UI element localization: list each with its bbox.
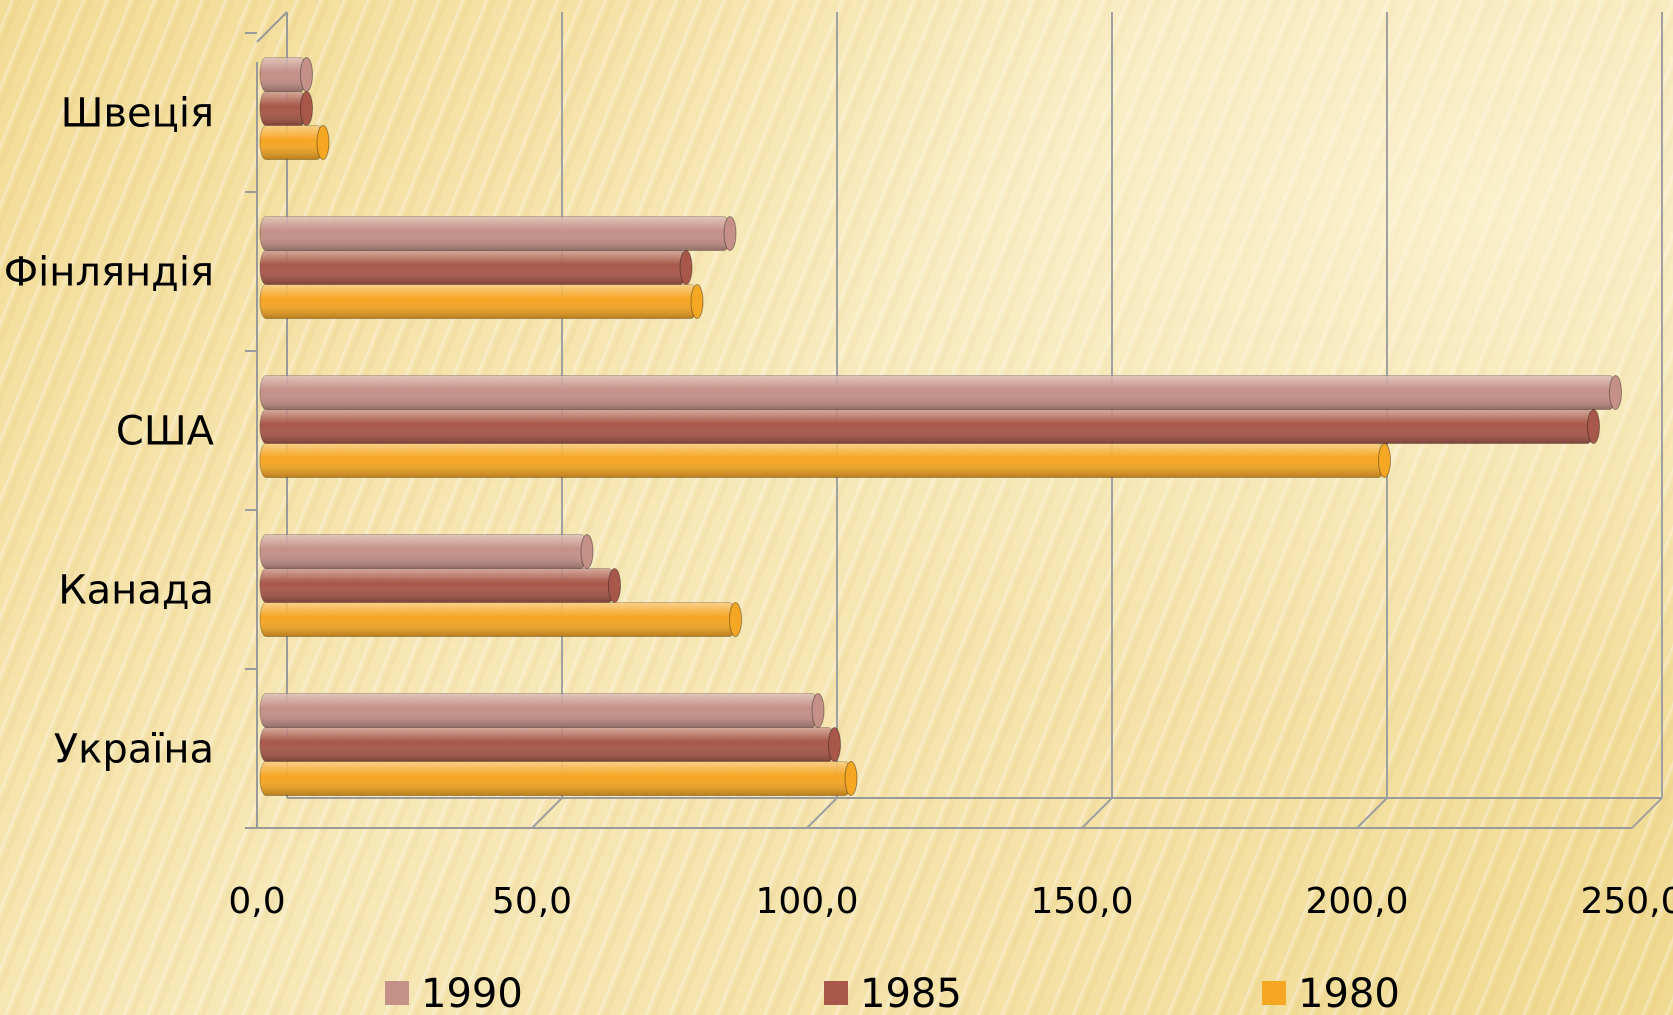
gridline-floor — [531, 797, 563, 829]
gridline-floor — [1081, 797, 1113, 829]
bar-1990-1 — [259, 534, 594, 569]
bar-cap — [608, 568, 621, 603]
bar-1980-3 — [259, 284, 704, 319]
legend-item-1990: 1990 — [385, 971, 523, 1015]
gridline-floor — [806, 797, 838, 829]
bar-cap — [300, 91, 313, 126]
category-label: Україна — [54, 727, 214, 773]
bar-cap — [811, 693, 825, 728]
bar-cap — [690, 284, 704, 319]
bar-1985-1 — [259, 568, 621, 603]
bar-cap — [1378, 443, 1391, 478]
bar-1990-3 — [259, 216, 737, 251]
gridline-floor — [1631, 797, 1663, 829]
bar-1990-4 — [259, 57, 313, 92]
bar-1985-4 — [259, 91, 313, 126]
bar-1985-3 — [259, 250, 693, 285]
x-tick-label: 100,0 — [755, 881, 858, 922]
bar-cap — [1609, 375, 1622, 410]
legend-item-1980: 1980 — [1262, 971, 1400, 1015]
bar-cap — [316, 125, 330, 160]
category-label: Швеція — [61, 91, 214, 137]
bar-cap — [723, 216, 737, 251]
x-tick-label: 200,0 — [1305, 881, 1408, 922]
legend-label: 1990 — [421, 971, 523, 1015]
bar-1980-1 — [259, 602, 742, 637]
legend-label: 1985 — [860, 971, 962, 1015]
x-tick-label: 50,0 — [492, 881, 572, 922]
bar-cap — [580, 534, 594, 569]
x-tick-label: 150,0 — [1030, 881, 1133, 922]
category-label: Канада — [58, 568, 214, 614]
bar-cap — [729, 602, 742, 637]
wall-top-edge — [256, 11, 288, 43]
legend-label: 1980 — [1298, 971, 1400, 1015]
legend-swatch — [1262, 981, 1286, 1005]
bar-cap — [679, 250, 693, 285]
bar-cap — [300, 57, 313, 92]
bar-1980-4 — [259, 125, 330, 160]
bar-1985-2 — [259, 409, 1600, 444]
legend-swatch — [824, 981, 848, 1005]
bar-1980-2 — [259, 443, 1391, 478]
bar-cap — [844, 761, 858, 796]
legend-item-1985: 1985 — [824, 971, 962, 1015]
bar-cap — [828, 727, 841, 762]
category-label: Фінляндія — [4, 250, 214, 296]
x-tick-label: 250,0 — [1580, 881, 1673, 922]
category-label: США — [116, 409, 215, 455]
bar-1990-2 — [259, 375, 1622, 410]
bar-1990-0 — [259, 693, 825, 728]
legend-swatch — [385, 981, 409, 1005]
gridline-floor — [1356, 797, 1388, 829]
bar-1985-0 — [259, 727, 841, 762]
bar-1980-0 — [259, 761, 858, 796]
x-tick-label: 0,0 — [228, 881, 285, 922]
bar-cap — [1587, 409, 1600, 444]
